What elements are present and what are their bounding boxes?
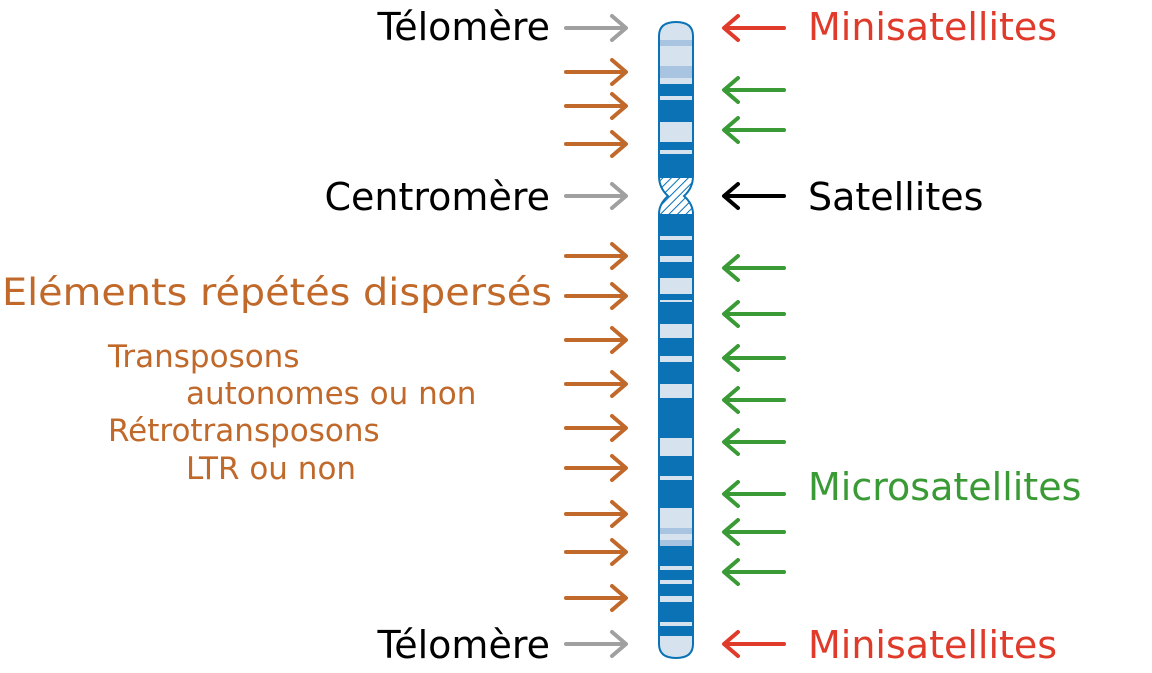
arrow-microsat xyxy=(722,76,786,104)
arrow-microsat xyxy=(722,480,786,508)
arrow-microsat xyxy=(722,386,786,414)
label-autonomes: autonomes ou non xyxy=(186,376,476,412)
arrow-minisat-bottom xyxy=(722,630,786,658)
label-satellites: Satellites xyxy=(808,175,983,219)
right-black-arrow xyxy=(722,182,786,210)
arrow-microsat xyxy=(722,300,786,328)
arrow-dispersed xyxy=(564,454,628,482)
left-gray-arrows xyxy=(564,14,628,658)
label-telomere-bottom: Télomère xyxy=(376,623,550,667)
arrow-microsat xyxy=(722,428,786,456)
label-transposons: Transposons xyxy=(107,339,299,375)
chromosome xyxy=(658,20,694,660)
arrow-dispersed xyxy=(564,242,628,270)
arrow-microsat xyxy=(722,558,786,586)
arrow-microsat xyxy=(722,518,786,546)
arrow-dispersed xyxy=(564,500,628,528)
arrow-telomere-bottom xyxy=(564,630,628,658)
arrow-microsat xyxy=(722,254,786,282)
right-green-arrows xyxy=(722,76,786,586)
label-ltr: LTR ou non xyxy=(186,451,356,487)
label-minisat-top: Minisatellites xyxy=(808,5,1057,49)
arrow-dispersed xyxy=(564,130,628,158)
arrow-microsat xyxy=(722,116,786,144)
arrow-satellites xyxy=(722,182,786,210)
arrow-dispersed xyxy=(564,58,628,86)
arrow-dispersed xyxy=(564,584,628,612)
arrow-minisat-top xyxy=(722,14,786,42)
left-orange-arrows xyxy=(564,58,628,612)
arrow-dispersed xyxy=(564,538,628,566)
arrow-microsat xyxy=(722,344,786,372)
label-dispersed: Eléments répétés dispersés xyxy=(2,271,552,314)
label-telomere-top: Télomère xyxy=(376,5,550,49)
arrow-centromere xyxy=(564,182,628,210)
arrow-dispersed xyxy=(564,282,628,310)
label-centromere: Centromère xyxy=(325,175,551,219)
label-retrotransposons: Rétrotransposons xyxy=(108,413,380,449)
label-minisat-bottom: Minisatellites xyxy=(808,623,1057,667)
arrow-dispersed xyxy=(564,370,628,398)
arrow-dispersed xyxy=(564,326,628,354)
arrow-telomere-top xyxy=(564,14,628,42)
label-microsat: Microsatellites xyxy=(808,465,1081,509)
arrow-dispersed xyxy=(564,414,628,442)
arrow-dispersed xyxy=(564,92,628,120)
right-red-arrows xyxy=(722,14,786,658)
